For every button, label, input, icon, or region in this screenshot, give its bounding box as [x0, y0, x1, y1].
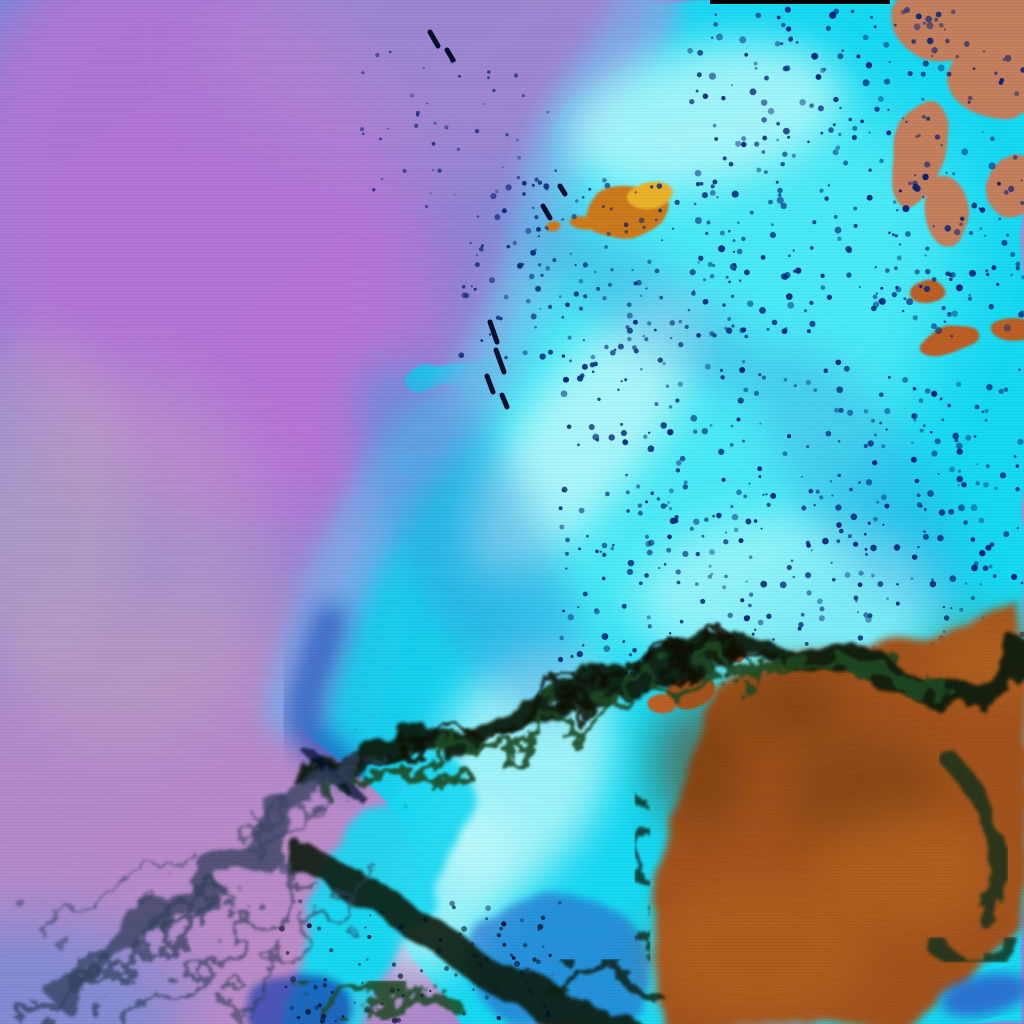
streak-cloud-band: [14, 743, 379, 1024]
broken-cloud-speckles: [278, 899, 562, 1024]
broken-cloud-speckles: [687, 6, 1024, 339]
scanline-artifact-bar: [710, 0, 890, 4]
coast-tip-deep-blue: [284, 603, 365, 789]
ocean-left-mottle: [0, 330, 130, 670]
cloud-shade-streak: [357, 360, 583, 720]
broken-cloud-speckles: [458, 177, 740, 360]
mountain-ridges: [283, 635, 1024, 1024]
cloud-white-highlight: [567, 40, 843, 190]
dark-cloud-dashes: [427, 29, 568, 410]
cloud-shade-streak: [515, 207, 765, 393]
terrain-hole-ember-patch: [545, 179, 670, 236]
broken-cloud-speckles: [359, 50, 558, 209]
corner-blue-swirl: [940, 973, 1024, 1017]
cloud-shade-streak: [755, 344, 965, 616]
desert-shading: [650, 620, 1024, 1020]
broken-cloud-speckles: [557, 357, 1024, 692]
